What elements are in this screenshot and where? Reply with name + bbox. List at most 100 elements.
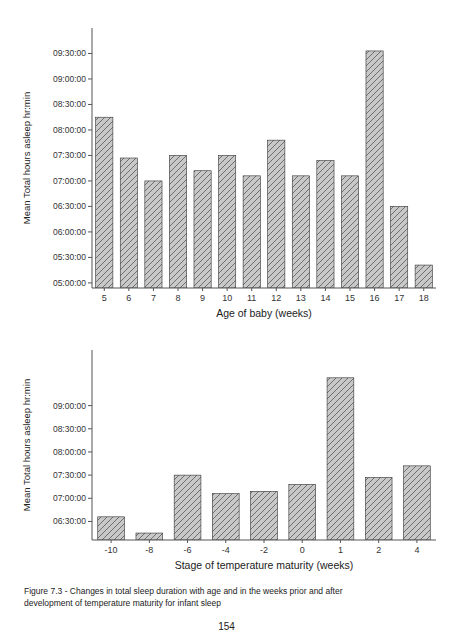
x-tick-label: 7 [151,293,156,303]
bar-hatch [268,140,285,288]
bar-group [145,181,162,288]
bar-hatch [174,475,201,540]
bar [243,176,260,288]
y-tick [88,180,92,181]
figure: 05:00:00 05:30:00 06:00:00 06:30:00 07:00:00… [0,0,453,640]
bar [96,117,113,288]
x-tick-label: -10 [105,545,118,555]
x-tick [202,288,203,291]
bars [96,51,433,288]
y-tick [88,104,92,105]
bar [341,176,358,288]
bar-hatch [219,155,236,288]
x-tick-label: 15 [345,293,355,303]
x-tick-label: -6 [184,545,192,555]
bar [317,161,334,288]
y-tick [88,498,92,499]
x-tick-label: 2 [376,545,381,555]
bar-hatch [145,181,162,288]
x-tick [111,540,112,543]
y-tick-label: 06:00:00 [53,227,86,237]
y-tick-label: 09:30:00 [53,48,86,58]
y-tick-label: 08:00:00 [53,447,86,457]
x-axis-label: Age of baby (weeks) [216,307,312,319]
y-tick-label: 06:30:00 [53,201,86,211]
bar [327,378,354,540]
y-tick-label: 07:00:00 [53,176,86,186]
y-tick [88,231,92,232]
x-tick-label: 18 [419,293,429,303]
caption-line: development of temperature maturity for … [24,598,221,608]
bar-hatch [365,477,392,540]
x-tick-label: -2 [260,545,268,555]
x-tick [374,288,375,291]
x-tick [128,288,129,291]
y-axis [92,28,93,288]
bar-group [136,533,163,540]
caption-line: Figure 7.3 - Changes in total sleep dura… [24,586,343,596]
y-tick-label: 05:00:00 [53,278,86,288]
y-tick-label: 09:00:00 [53,74,86,84]
bar-hatch [317,161,334,288]
y-axis [92,350,93,540]
y-tick-label: 06:30:00 [53,516,86,526]
bar [365,477,392,540]
x-tick [423,288,424,291]
x-tick [302,540,303,543]
bar-hatch [289,484,316,540]
x-tick [104,288,105,291]
x-tick-label: 9 [200,293,205,303]
x-tick [178,288,179,291]
bar-hatch [415,265,432,288]
bar [219,155,236,288]
bar-group [251,491,278,540]
y-tick-label: 07:30:00 [53,470,86,480]
bar [415,265,432,288]
bar-hatch [120,158,137,288]
bar-group [327,378,354,540]
bar-group [341,176,358,288]
x-tick [227,288,228,291]
bar-group [415,265,432,288]
page-number: 154 [218,621,235,632]
x-tick-label: 17 [394,293,404,303]
y-tick [88,257,92,258]
x-tick-label: 16 [370,293,380,303]
bar-group [366,51,383,288]
x-tick-label: 8 [175,293,180,303]
x-tick-label: 14 [320,293,330,303]
bar-hatch [391,206,408,288]
bars [98,378,431,540]
y-tick [88,206,92,207]
bar [391,206,408,288]
x-tick [187,540,188,543]
bar [404,466,431,540]
x-tick [350,288,351,291]
x-tick-label: 4 [414,545,419,555]
bar [268,140,285,288]
chart: 05:00:00 05:30:00 06:00:00 06:30:00 07:00:00… [21,28,436,319]
x-tick [264,540,265,543]
y-tick-label: 08:30:00 [53,424,86,434]
x-axis-label: Stage of temperature maturity (weeks) [175,559,354,571]
bar-hatch [366,51,383,288]
y-axis-label: Mean Total hours asleep hr:min [21,92,32,224]
bar-hatch [169,155,186,288]
bar [366,51,383,288]
bar-group [194,171,211,288]
x-tick [416,540,417,543]
bar [120,158,137,288]
x-tick [399,288,400,291]
bar-hatch [404,466,431,540]
x-tick-label: 0 [300,545,305,555]
bar-hatch [96,117,113,288]
x-tick [276,288,277,291]
x-tick [149,540,150,543]
bar-hatch [136,533,163,540]
caption: Figure 7.3 - Changes in total sleep dura… [24,586,343,608]
x-tick [251,288,252,291]
y-axis-label: Mean Total hours asleep hr:min [21,379,32,511]
y-tick-label: 05:30:00 [53,252,86,262]
bar-group [404,466,431,540]
x-tick-label: 5 [102,293,107,303]
